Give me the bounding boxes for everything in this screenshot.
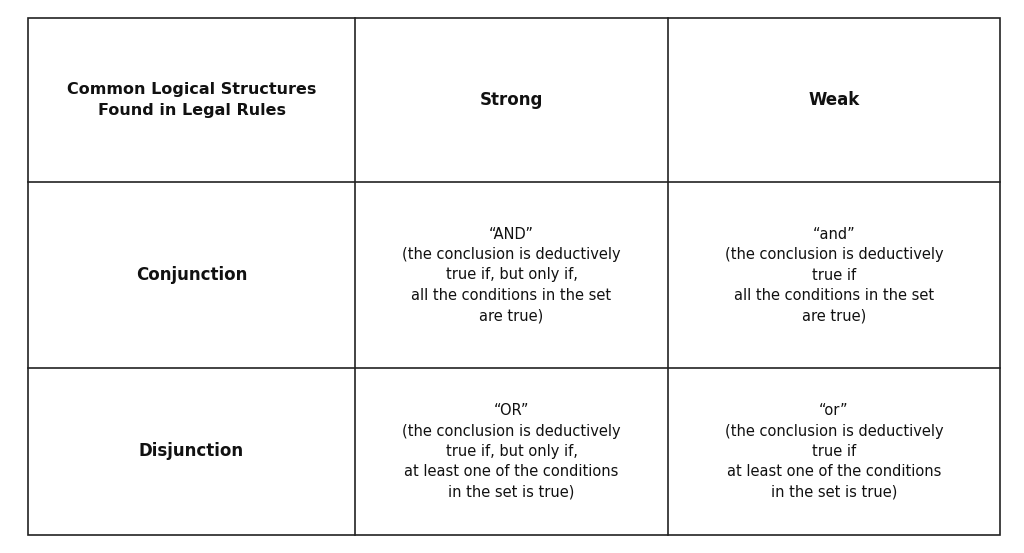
Text: Weak: Weak: [808, 91, 859, 109]
Text: Conjunction: Conjunction: [136, 266, 247, 284]
Text: “and”
(the conclusion is deductively
true if
all the conditions in the set
are t: “and” (the conclusion is deductively tru…: [725, 227, 943, 324]
Text: Common Logical Structures
Found in Legal Rules: Common Logical Structures Found in Legal…: [67, 82, 316, 118]
Text: Disjunction: Disjunction: [139, 442, 244, 461]
Text: “or”
(the conclusion is deductively
true if
at least one of the conditions
in th: “or” (the conclusion is deductively true…: [725, 403, 943, 500]
Text: “OR”
(the conclusion is deductively
true if, but only if,
at least one of the co: “OR” (the conclusion is deductively true…: [402, 403, 621, 500]
Text: “AND”
(the conclusion is deductively
true if, but only if,
all the conditions in: “AND” (the conclusion is deductively tru…: [402, 227, 621, 324]
Text: Strong: Strong: [480, 91, 543, 109]
